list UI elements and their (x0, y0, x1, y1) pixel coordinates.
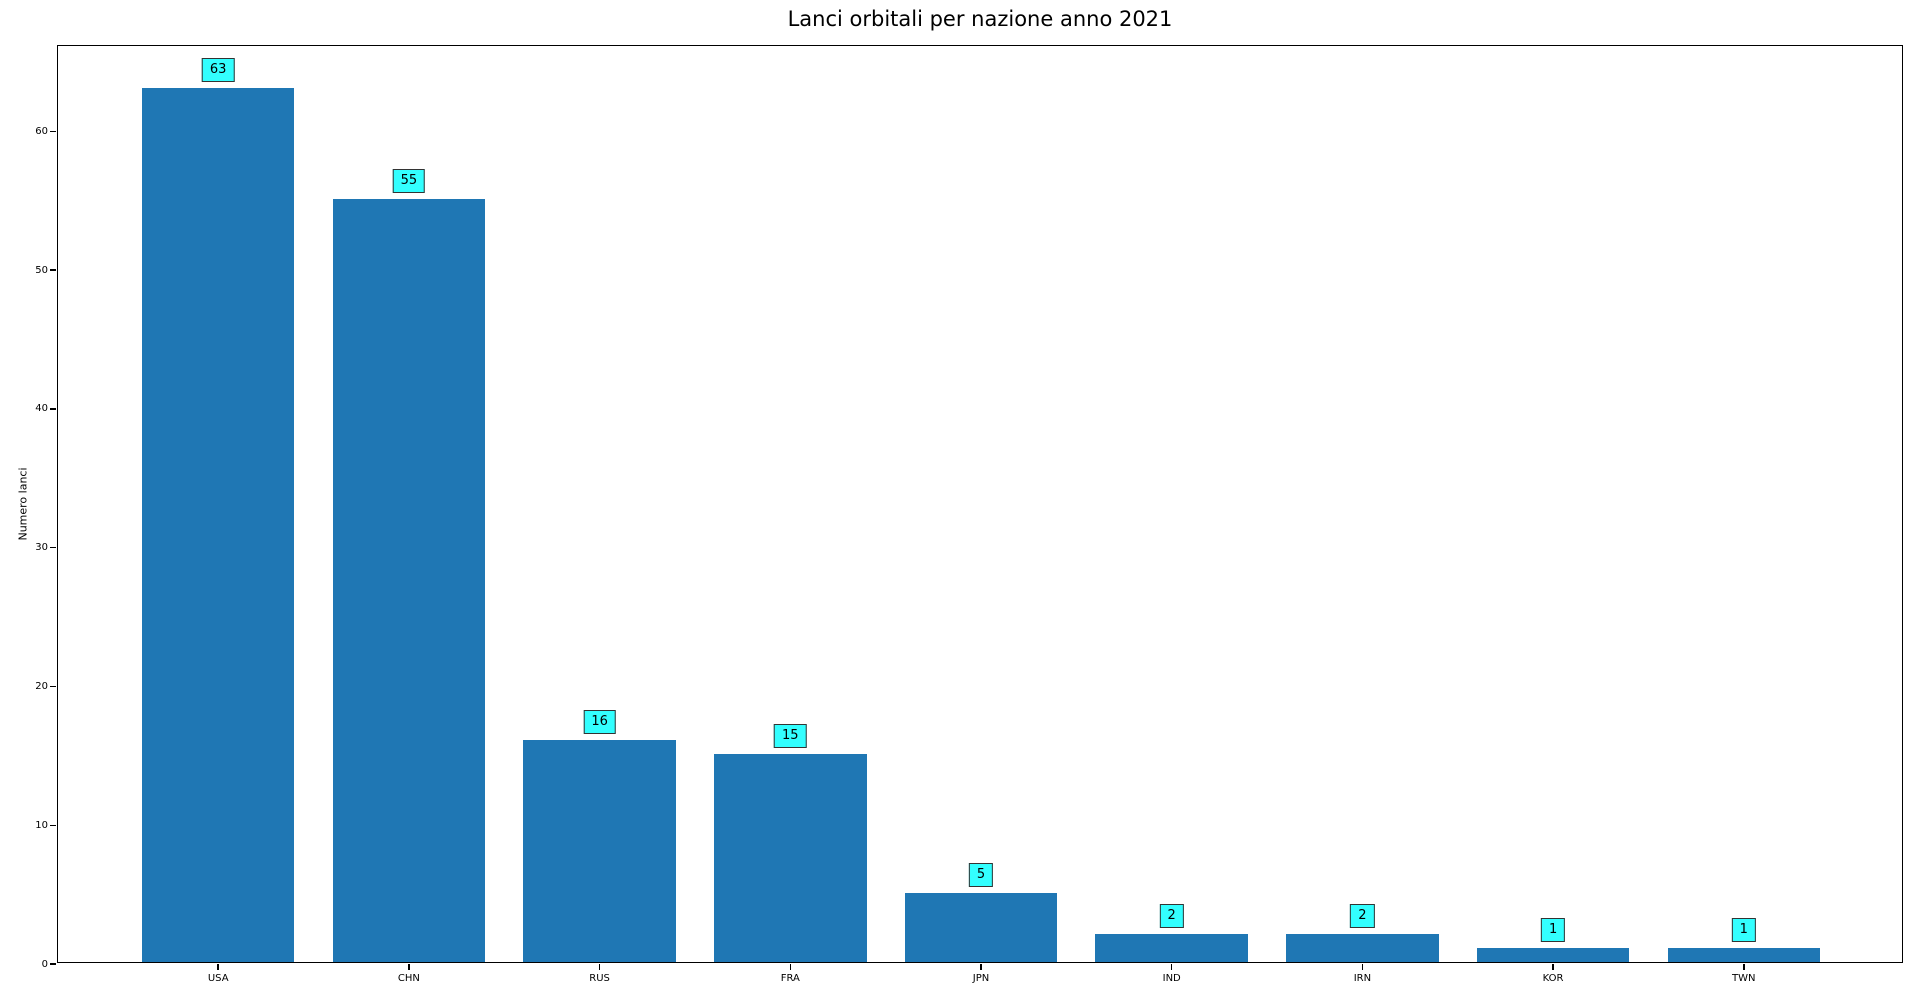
x-tick-mark (1743, 964, 1745, 970)
bar-value-label: 55 (392, 168, 426, 193)
x-tick-label: IND (1162, 973, 1181, 984)
bar-rus (523, 739, 676, 962)
x-tick-label: IRN (1353, 973, 1372, 984)
bar-twn (1667, 948, 1821, 962)
y-tick-label: 0 (41, 958, 48, 970)
x-tick-mark (789, 964, 791, 970)
y-axis-label: Numero lanci (16, 467, 30, 541)
x-tick-mark (980, 964, 982, 970)
bar-value-label: 16 (583, 709, 616, 734)
bar-value-label: 5 (968, 862, 994, 887)
bar-value-label: 1 (1731, 918, 1756, 943)
plot-area: 0 10 20 30 40 50 60 63 USA 55 CHN 16 RUS 15 FRA 5 JPN 2 IN… (35, 45, 1903, 984)
bar-value-label: 1 (1540, 918, 1566, 943)
y-tick-mark (50, 546, 56, 549)
bar-value-label: 63 (201, 57, 235, 82)
bar-value-label: 2 (1350, 904, 1375, 929)
bar-fra (714, 753, 867, 962)
x-tick-label: RUS (589, 973, 610, 984)
y-tick-label: 20 (35, 680, 48, 692)
x-tick-label: JPN (972, 973, 990, 984)
x-tick-label: KOR (1542, 973, 1564, 984)
chart-title: Lanci orbitali per nazione anno 2021 (787, 7, 1173, 31)
y-tick-label: 30 (35, 542, 48, 554)
y-tick-label: 60 (35, 125, 48, 137)
bar-chn (332, 198, 486, 962)
x-tick-mark (408, 964, 410, 970)
y-tick-mark (50, 408, 56, 410)
y-tick-mark (50, 685, 56, 688)
bar-jpn (904, 892, 1058, 962)
x-tick-mark (217, 964, 219, 970)
y-tick-label: 10 (35, 819, 48, 831)
bar-irn (1286, 934, 1439, 962)
bar-kor (1476, 948, 1630, 962)
bar-usa (141, 87, 295, 962)
x-tick-label: USA (207, 973, 229, 984)
y-tick-mark (50, 269, 56, 271)
x-tick-label: TWN (1732, 973, 1756, 984)
x-tick-label: CHN (397, 973, 420, 984)
bar-ind (1095, 934, 1248, 962)
x-tick-label: FRA (780, 973, 800, 984)
y-tick-mark (50, 130, 56, 133)
x-tick-mark (1171, 964, 1173, 970)
x-tick-mark (598, 964, 601, 970)
bar-value-label: 15 (774, 723, 807, 748)
x-tick-mark (1361, 964, 1364, 970)
y-tick-label: 40 (35, 403, 48, 415)
x-tick-mark (1552, 964, 1554, 970)
y-tick-mark (50, 824, 56, 826)
y-tick-label: 50 (35, 264, 48, 276)
bar-value-label: 2 (1159, 904, 1184, 929)
y-tick-mark (50, 963, 56, 965)
